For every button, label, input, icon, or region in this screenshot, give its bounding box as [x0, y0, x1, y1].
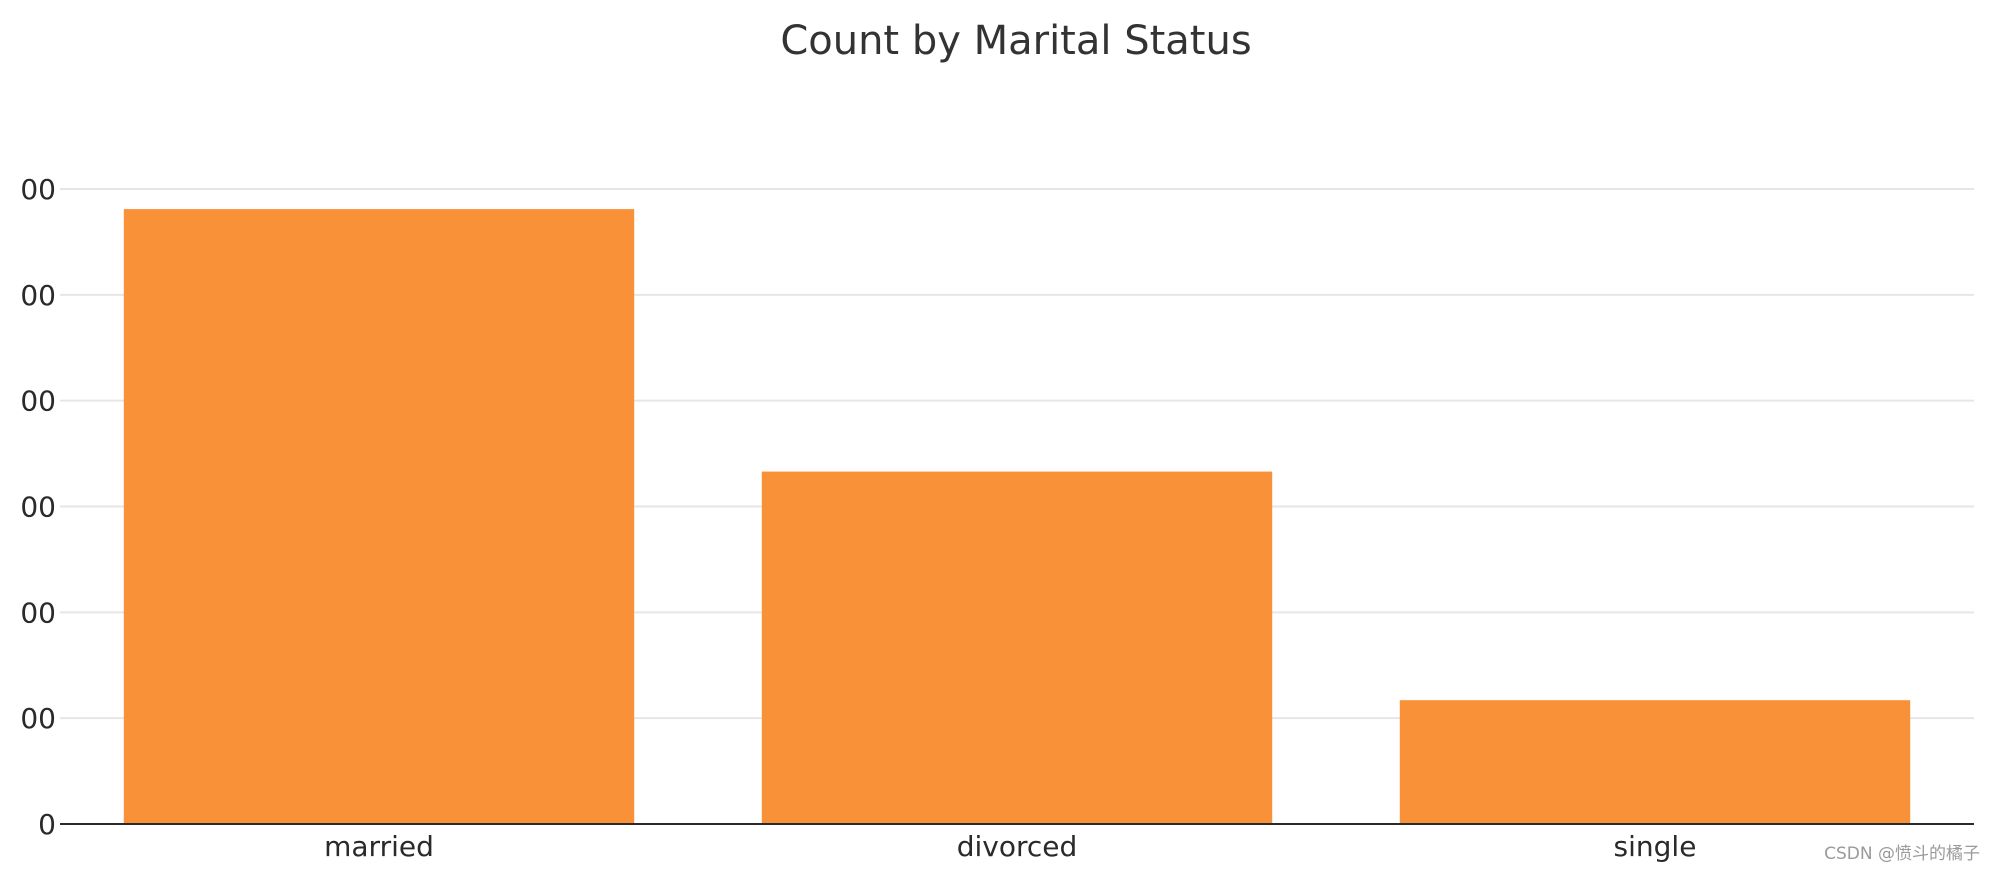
y-tick-label: 00	[20, 596, 56, 629]
y-tick-label: 0	[38, 808, 56, 841]
x-tick-label: married	[324, 830, 434, 863]
bar-divorced	[761, 471, 1273, 824]
chart-title: Count by Marital Status	[780, 18, 1251, 64]
bar-married	[123, 209, 635, 824]
y-tick-label: 00	[20, 491, 56, 524]
y-tick-label: 00	[20, 279, 56, 312]
y-tick-label: 00	[20, 702, 56, 735]
y-tick-label: 00	[20, 173, 56, 206]
y-tick-label: 00	[20, 385, 56, 418]
bar-single	[1399, 700, 1911, 824]
x-tick-label: divorced	[957, 830, 1078, 863]
x-tick-label: single	[1614, 830, 1697, 863]
watermark-text: CSDN @愤斗的橘子	[1824, 844, 1980, 864]
bars	[123, 209, 1911, 824]
